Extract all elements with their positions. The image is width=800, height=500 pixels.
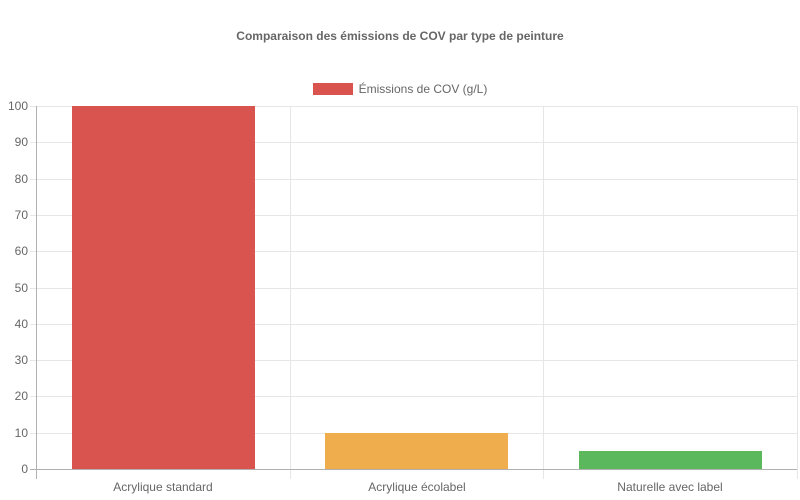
gridline-vertical	[543, 106, 544, 479]
gridline-horizontal	[30, 251, 797, 252]
x-tick-label: Acrylique standard	[113, 480, 213, 494]
gridline-horizontal	[30, 179, 797, 180]
bar-naturelle-avec-label[interactable]	[579, 451, 762, 469]
y-tick-label: 60	[14, 244, 28, 258]
gridline-horizontal	[30, 142, 797, 143]
gridline-horizontal	[30, 396, 797, 397]
gridline-vertical	[797, 106, 798, 479]
gridline-horizontal	[30, 324, 797, 325]
gridline-horizontal	[30, 360, 797, 361]
y-tick-label: 20	[14, 389, 28, 403]
bar-acrylique-standard[interactable]	[72, 106, 255, 469]
y-tick-label: 70	[14, 208, 28, 222]
legend-label: Émissions de COV (g/L)	[358, 82, 488, 96]
y-tick-label: 100	[7, 99, 28, 113]
x-axis-line	[30, 469, 797, 470]
y-tick-label: 30	[14, 353, 28, 367]
y-tick-label: 50	[14, 281, 28, 295]
x-tick-label: Naturelle avec label	[617, 480, 723, 494]
y-tick-label: 0	[21, 462, 28, 476]
gridline-horizontal	[30, 106, 797, 107]
x-tick-label: Acrylique écolabel	[368, 480, 466, 494]
y-tick-label: 10	[14, 426, 28, 440]
gridline-vertical	[290, 106, 291, 479]
y-tick-label: 90	[14, 135, 28, 149]
y-tick-label: 40	[14, 317, 28, 331]
y-axis-line	[36, 106, 37, 479]
gridline-horizontal	[30, 215, 797, 216]
legend-swatch	[312, 83, 353, 95]
y-tick-label: 80	[14, 172, 28, 186]
legend[interactable]: Émissions de COV (g/L)	[0, 82, 800, 96]
chart-title: Comparaison des émissions de COV par typ…	[236, 29, 564, 43]
bar-acrylique-colabel[interactable]	[325, 433, 508, 469]
gridline-horizontal	[30, 288, 797, 289]
